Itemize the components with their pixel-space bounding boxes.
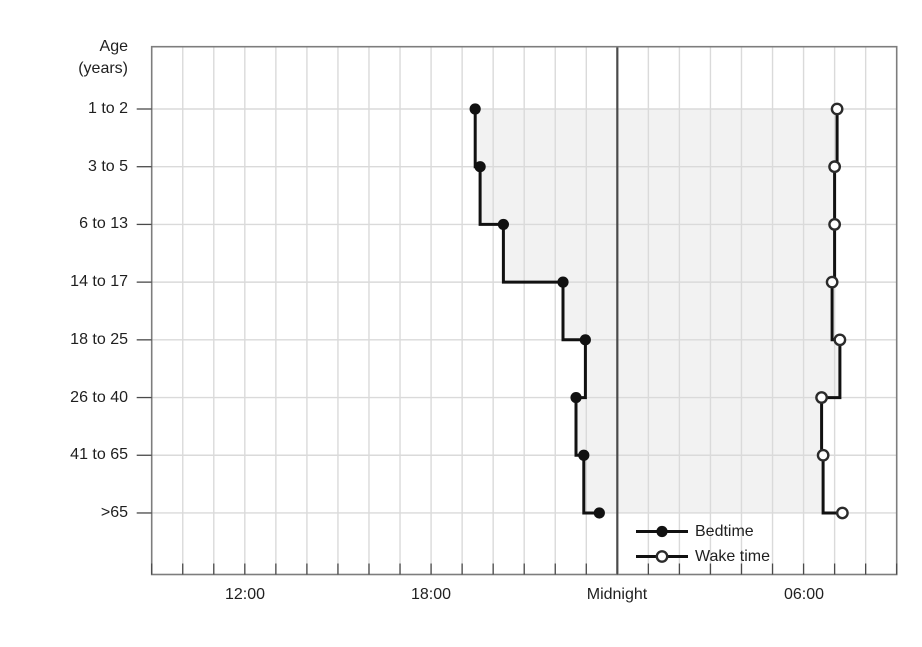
legend-label-wake-time: Wake time	[695, 548, 770, 565]
y-tick-label-6-to-13: 6 to 13	[79, 215, 128, 232]
x-tick-label-1200: 12:00	[224, 586, 266, 603]
bedtime-marker	[570, 391, 582, 404]
x-tick-label-1800: 18:00	[410, 586, 452, 603]
y-axis-title-line2: (years)	[78, 60, 128, 77]
wake-time-marker	[828, 160, 842, 174]
y-axis-title: Age (years)	[0, 36, 128, 80]
wake-time-marker	[828, 218, 842, 231]
bedtime-marker	[469, 103, 481, 115]
x-tick-label-midnight: Midnight	[586, 586, 648, 603]
bedtime-marker	[557, 276, 569, 288]
legend-wake-marker-icon	[655, 550, 669, 563]
legend-label-bedtime: Bedtime	[695, 523, 754, 540]
wake-time-marker	[835, 506, 849, 520]
wake-time-marker	[816, 448, 830, 462]
y-tick-label-over-65: >65	[100, 504, 128, 521]
wake-time-marker	[833, 333, 847, 347]
y-tick-label-41-to-65: 41 to 65	[70, 446, 128, 463]
y-tick-label-14-to-17: 14 to 17	[70, 273, 128, 290]
y-tick-label-3-to-5: 3 to 5	[87, 158, 128, 175]
y-tick-label-18-to-25: 18 to 25	[70, 331, 128, 348]
legend-bedtime-marker-icon	[656, 525, 668, 538]
wake-time-marker	[815, 391, 828, 404]
y-axis-title-line1: Age	[99, 38, 128, 55]
wake-time-marker	[830, 102, 844, 116]
bedtime-marker	[578, 449, 590, 461]
y-tick-label-1-to-2: 1 to 2	[87, 100, 128, 117]
wake-time-marker	[825, 275, 839, 289]
bedtime-marker	[474, 161, 486, 173]
sleep-period-fill	[475, 109, 843, 513]
y-tick-label-26-to-40: 26 to 40	[70, 389, 128, 406]
bedtime-marker	[579, 334, 591, 346]
bedtime-marker	[497, 218, 510, 231]
x-tick-label-0600: 06:00	[783, 586, 825, 603]
bedtime-marker	[593, 507, 605, 519]
